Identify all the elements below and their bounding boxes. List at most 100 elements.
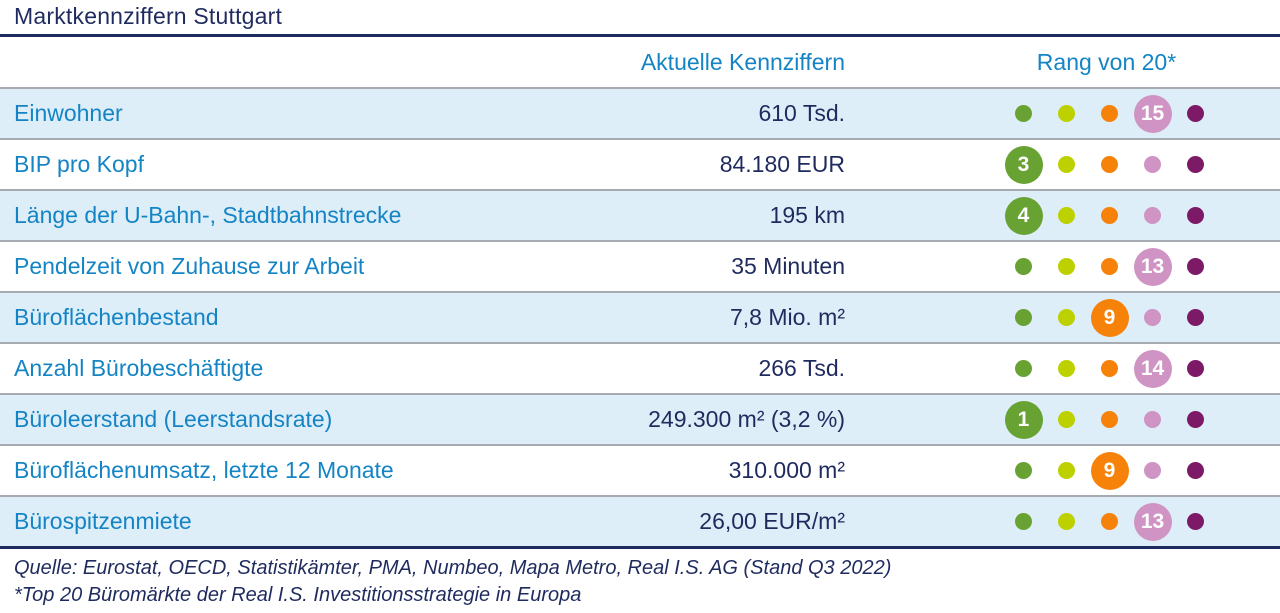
page-title: Marktkennziffern Stuttgart [0,0,1280,37]
footer: Quelle: Eurostat, OECD, Statistikämter, … [0,549,1280,609]
rank-dot-slot [1174,140,1217,189]
rank-dot-scale: 9 [1002,293,1217,342]
rank-dot [1058,513,1075,530]
rank-dot-slot [1002,446,1045,495]
rank-dot [1058,207,1075,224]
column-header-rank: Rang von 20* [1036,48,1177,75]
rank-dot-slot: 9 [1088,293,1131,342]
rank-dot-highlighted: 13 [1133,247,1172,286]
rank-dot [1058,105,1075,122]
rank-dot-scale: 13 [1002,497,1217,546]
rank-dot-slot [1045,140,1088,189]
rank-dot [1101,360,1118,377]
rank-dot-slot: 15 [1131,89,1174,138]
table-row: Bürospitzenmiete 26,00 EUR/m² 13 [0,495,1280,546]
rank-dot [1101,105,1118,122]
rank-dot-slot [1045,395,1088,444]
row-value: 84.180 EUR [719,151,845,177]
row-value: 266 Tsd. [758,355,845,381]
rank-dot [1058,462,1075,479]
rank-dot-slot [1088,242,1131,291]
rank-cell: 13 [845,497,1280,546]
rank-dot-slot: 13 [1131,497,1174,546]
rank-dot-slot [1045,191,1088,240]
row-label: Büroflächenbestand [14,304,219,330]
rank-cell: 15 [845,89,1280,138]
rank-dot-slot [1088,497,1131,546]
rank-dot-slot [1174,89,1217,138]
row-label: Bürospitzenmiete [14,508,192,534]
row-label: Anzahl Bürobeschäftigte [14,355,264,381]
rank-cell: 3 [845,140,1280,189]
rank-dot-slot [1131,446,1174,495]
footnote: *Top 20 Büromärkte der Real I.S. Investi… [14,584,582,606]
rank-dot-slot: 14 [1131,344,1174,393]
rank-dot-slot [1174,344,1217,393]
row-label: BIP pro Kopf [14,151,144,177]
rank-dot-slot [1045,242,1088,291]
table-row: Büroflächenumsatz, letzte 12 Monate 310.… [0,444,1280,495]
rank-dot-scale: 13 [1002,242,1217,291]
rank-dot [1015,258,1032,275]
rank-dot [1144,462,1161,479]
rank-dot [1187,462,1204,479]
rank-dot [1187,309,1204,326]
rank-dot-slot [1045,344,1088,393]
rank-dot-highlighted: 1 [1004,400,1043,439]
rank-dot-slot [1174,242,1217,291]
rank-dot [1058,156,1075,173]
rank-dot-slot [1174,395,1217,444]
rank-dot-slot [1002,89,1045,138]
table-row: Pendelzeit von Zuhause zur Arbeit 35 Min… [0,240,1280,291]
rank-cell: 9 [845,293,1280,342]
rank-dot [1058,258,1075,275]
rank-dot [1187,156,1204,173]
row-label: Büroflächenumsatz, letzte 12 Monate [14,457,394,483]
rank-dot [1101,411,1118,428]
row-value: 610 Tsd. [758,100,845,126]
rank-dot-slot: 4 [1002,191,1045,240]
rank-dot [1015,462,1032,479]
rank-dot [1058,309,1075,326]
rank-dot-slot: 3 [1002,140,1045,189]
row-value: 7,8 Mio. m² [729,304,845,330]
row-label: Einwohner [14,100,123,126]
rank-dot [1144,309,1161,326]
row-value: 26,00 EUR/m² [699,508,845,534]
rank-dot [1015,360,1032,377]
rank-dot-slot [1174,446,1217,495]
rank-cell: 13 [845,242,1280,291]
rank-dot [1187,360,1204,377]
rank-dot-slot [1088,140,1131,189]
rank-dot [1187,513,1204,530]
rank-dot-slot: 9 [1088,446,1131,495]
rank-cell: 1 [845,395,1280,444]
rank-dot-slot [1131,191,1174,240]
row-value: 310.000 m² [728,457,845,483]
table-row: Länge der U-Bahn-, Stadtbahnstrecke 195 … [0,189,1280,240]
rank-dot [1058,411,1075,428]
rank-dot-slot: 13 [1131,242,1174,291]
rank-cell: 14 [845,344,1280,393]
rank-dot-scale: 1 [1002,395,1217,444]
rank-dot [1101,207,1118,224]
rank-dot-slot [1131,395,1174,444]
rank-dot-slot [1002,344,1045,393]
rank-cell: 4 [845,191,1280,240]
rank-dot-slot [1045,497,1088,546]
rank-dot-slot [1174,191,1217,240]
rank-dot [1144,156,1161,173]
rank-dot-highlighted: 9 [1090,451,1129,490]
rank-dot-highlighted: 14 [1133,349,1172,388]
table-row: BIP pro Kopf 84.180 EUR 3 [0,138,1280,189]
rank-dot-highlighted: 4 [1004,196,1043,235]
rank-dot-highlighted: 3 [1004,145,1043,184]
row-value: 35 Minuten [731,253,845,279]
rank-dot [1015,309,1032,326]
rank-dot [1101,156,1118,173]
table-row: Einwohner 610 Tsd. 15 [0,89,1280,138]
rank-dot-slot [1002,497,1045,546]
table-header: Aktuelle Kennziffern Rang von 20* [0,37,1280,87]
rank-dot-slot: 1 [1002,395,1045,444]
rank-dot-slot [1174,497,1217,546]
